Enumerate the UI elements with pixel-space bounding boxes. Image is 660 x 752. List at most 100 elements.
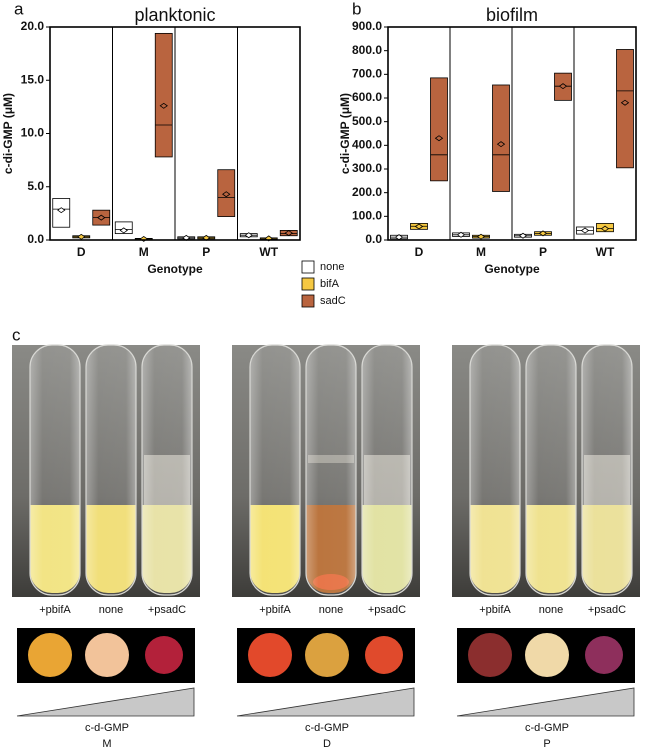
tube-label: +pbifA (479, 604, 511, 616)
legend-swatch (301, 294, 315, 308)
colony (525, 633, 569, 677)
x-tick-label: D (415, 245, 424, 259)
x-tick-label: WT (596, 245, 615, 259)
panel-label: b (352, 0, 361, 18)
tube-label: none (99, 604, 123, 616)
mean (97, 214, 106, 221)
mean (518, 232, 528, 239)
mean (394, 234, 404, 241)
group-label: M (102, 738, 111, 750)
chart-title: biofilm (486, 5, 538, 25)
x-tick-label: WT (259, 245, 278, 259)
mean (580, 227, 590, 234)
y-tick-label: 200.0 (352, 185, 382, 199)
x-tick-label: M (139, 245, 149, 259)
group-label: D (323, 738, 331, 750)
mean (57, 207, 66, 214)
tube-label: +psadC (148, 604, 186, 616)
tube-glass (249, 344, 301, 596)
tube-label: none (539, 604, 563, 616)
x-tick-label: P (539, 245, 547, 259)
chart-title: planktonic (134, 5, 215, 25)
mean (600, 225, 610, 232)
mean (434, 135, 444, 142)
mean (159, 102, 168, 109)
y-tick-label: 10.0 (21, 126, 45, 140)
colony (248, 633, 292, 677)
box (154, 32, 173, 158)
legend-swatch (301, 260, 315, 274)
mean (476, 233, 486, 240)
tube-glass (469, 344, 521, 596)
panel-label: a (14, 0, 24, 18)
colony (468, 633, 512, 677)
mean (456, 231, 466, 238)
mean (222, 191, 231, 198)
y-tick-label: 20.0 (21, 19, 45, 33)
tube-label: +psadC (588, 604, 626, 616)
tube-glass (581, 344, 633, 596)
y-tick-label: 15.0 (21, 72, 45, 86)
colony (145, 636, 183, 674)
y-tick-label: 700.0 (352, 67, 382, 81)
colony (365, 636, 403, 674)
tube-glass (305, 344, 357, 596)
y-axis-label: c-di-GMP (μM) (338, 93, 352, 174)
plot-frame (49, 26, 301, 241)
y-tick-label: 300.0 (352, 161, 382, 175)
mean (538, 230, 548, 237)
mean (119, 227, 128, 234)
colony (305, 633, 349, 677)
panel-label: c (12, 325, 21, 344)
tube-glass (29, 344, 81, 596)
tube-label: +pbifA (39, 604, 71, 616)
mean (620, 99, 630, 106)
tube-glass (361, 344, 413, 596)
mean (414, 223, 424, 230)
gradient-label: c-d-GMP (85, 722, 129, 734)
group-label: P (543, 738, 550, 750)
y-tick-label: 0.0 (365, 232, 382, 246)
legend-label: bifA (320, 278, 340, 290)
y-axis-label: c-di-GMP (μM) (1, 93, 15, 174)
y-tick-label: 900.0 (352, 19, 382, 33)
plot-frame (387, 26, 637, 241)
y-tick-label: 400.0 (352, 138, 382, 152)
x-tick-label: P (202, 245, 210, 259)
mean (558, 83, 568, 90)
gradient-wedge (16, 687, 195, 717)
y-tick-label: 100.0 (352, 209, 382, 223)
colony (85, 633, 129, 677)
legend-label: none (320, 261, 344, 273)
gradient-label: c-d-GMP (525, 722, 569, 734)
mean (77, 233, 86, 240)
tube-glass (141, 344, 193, 596)
x-axis-label: Genotype (484, 262, 540, 276)
box (616, 49, 634, 169)
y-tick-label: 0.0 (27, 232, 44, 246)
mean (284, 230, 293, 237)
tube-glass (525, 344, 577, 596)
x-tick-label: D (77, 245, 86, 259)
legend-swatch (301, 277, 315, 291)
gradient-wedge (456, 687, 635, 717)
colony (585, 636, 623, 674)
tube-label: +psadC (368, 604, 406, 616)
box (430, 77, 448, 182)
gradient-wedge (236, 687, 415, 717)
y-tick-label: 600.0 (352, 90, 382, 104)
tube-label: none (319, 604, 343, 616)
tube-glass (85, 344, 137, 596)
y-tick-label: 800.0 (352, 43, 382, 57)
x-axis-label: Genotype (147, 262, 203, 276)
mean (244, 232, 253, 239)
y-tick-label: 5.0 (27, 179, 44, 193)
legend-label: sadC (320, 295, 346, 307)
mean (496, 141, 506, 148)
x-tick-label: M (476, 245, 486, 259)
box (492, 84, 510, 192)
gradient-label: c-d-GMP (305, 722, 349, 734)
y-tick-label: 500.0 (352, 114, 382, 128)
colony (28, 633, 72, 677)
